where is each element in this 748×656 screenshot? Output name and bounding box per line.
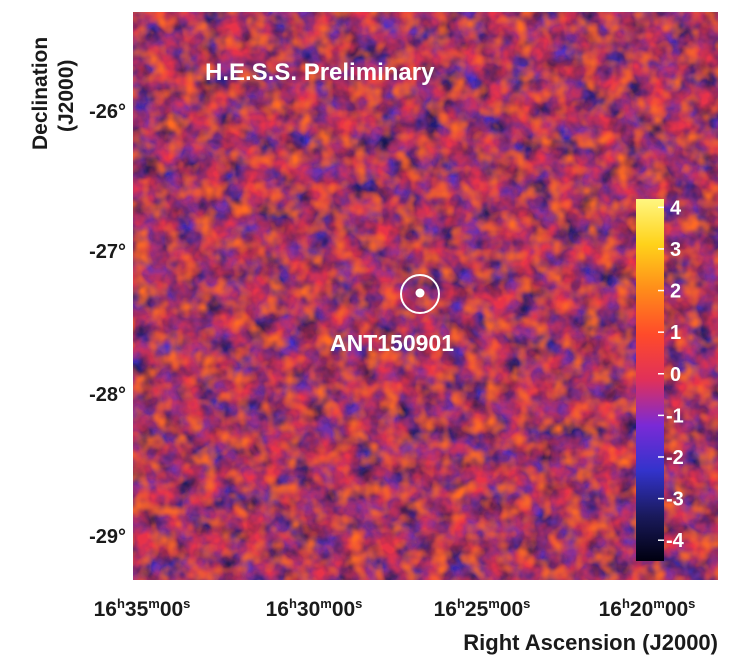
- colorbar-tick-label: 4: [670, 197, 682, 219]
- y-tick-label: -29°: [89, 526, 126, 548]
- colorbar-ticks: 4 3 2 1 0 -1 -2 -3 -4: [658, 197, 685, 552]
- heatmap-hot-regions: [133, 12, 718, 580]
- colorbar-bar: [636, 199, 664, 561]
- x-tick-label: 16h25m00s: [434, 596, 531, 621]
- colorbar-tick-label: -3: [666, 489, 684, 511]
- source-circle: [400, 274, 440, 314]
- heatmap: [133, 12, 718, 580]
- y-tick-label: -28°: [89, 384, 126, 406]
- source-label: ANT150901: [330, 330, 454, 356]
- colorbar-tick-label: 3: [670, 239, 681, 261]
- colorbar-tick-label: 1: [670, 322, 681, 344]
- y-axis-ticks: -26° -27° -28° -29°: [89, 101, 126, 548]
- colorbar-tick-label: 0: [670, 364, 681, 386]
- x-tick-label: 16h35m00s: [94, 596, 191, 621]
- y-axis-label-line2: (J2000): [55, 60, 78, 132]
- y-axis-label-line1: Declination: [29, 37, 52, 150]
- colorbar-tick-label: 2: [670, 281, 681, 303]
- colorbar-tick-label: -2: [666, 447, 684, 469]
- watermark-label: H.E.S.S. Preliminary: [205, 59, 435, 86]
- x-tick-label: 16h30m00s: [266, 596, 363, 621]
- source-marker: [400, 274, 440, 314]
- x-axis-ticks: 16h35m00s 16h30m00s 16h25m00s 16h20m00s: [94, 596, 696, 621]
- colorbar-tick-label: -1: [666, 405, 684, 427]
- x-tick-label: 16h20m00s: [599, 596, 696, 621]
- colorbar-tick-label: -4: [666, 530, 685, 552]
- colorbar: 4 3 2 1 0 -1 -2 -3 -4: [636, 197, 685, 561]
- x-axis-label: Right Ascension (J2000): [463, 630, 718, 655]
- source-dot: [415, 288, 425, 298]
- y-tick-label: -27°: [89, 241, 126, 263]
- y-tick-label: -26°: [89, 101, 126, 123]
